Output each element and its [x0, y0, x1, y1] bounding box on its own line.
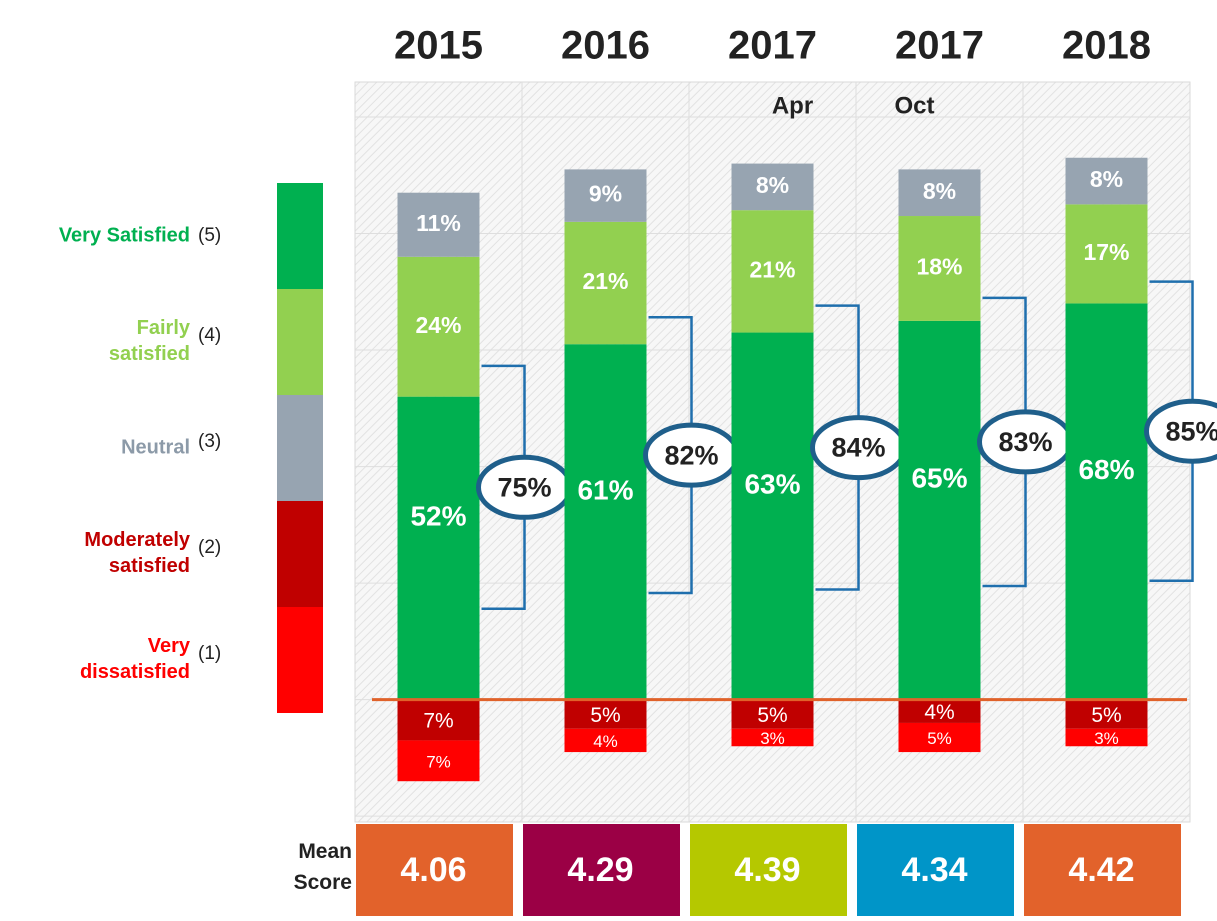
net-label: 83%: [998, 427, 1052, 457]
bar-segment: [898, 169, 981, 217]
net-label: 82%: [664, 440, 718, 470]
value-label: 8%: [923, 178, 956, 204]
bar-segment: [397, 192, 480, 257]
bar-segment: [564, 344, 647, 700]
value-label: 3%: [1094, 729, 1119, 748]
category-label: 2017: [728, 24, 817, 68]
value-label: 17%: [1083, 239, 1129, 265]
value-label: 5%: [757, 704, 787, 727]
bar-segment: [898, 722, 981, 753]
bar-segment: [898, 216, 981, 321]
value-label: 3%: [760, 729, 785, 748]
value-label: 21%: [749, 256, 795, 282]
legend-swatch: [277, 183, 323, 289]
value-label: 9%: [589, 181, 622, 207]
bar-segment: [731, 699, 814, 729]
bar-segment: [397, 396, 480, 700]
category-sublabel: Apr: [772, 92, 813, 119]
bar-segment: [1065, 157, 1148, 205]
value-label: 5%: [590, 704, 620, 727]
value-label: 8%: [1090, 166, 1123, 192]
mean-score-box: [857, 824, 1014, 916]
legend-label: Very Satisfied: [59, 224, 190, 246]
mean-score-label: Mean Score: [294, 840, 352, 894]
value-label: 61%: [577, 474, 633, 505]
category-sublabel: Oct: [894, 92, 934, 119]
net-label: 85%: [1165, 416, 1217, 446]
mean-score-value: 4.42: [1068, 851, 1134, 889]
mean-score-value: 4.29: [567, 851, 633, 889]
value-label: 5%: [927, 729, 952, 748]
bar-segment: [564, 699, 647, 729]
bar-segment: [564, 221, 647, 345]
bar-segment: [731, 728, 814, 747]
bar-segment: [397, 740, 480, 782]
legend-code: (2): [198, 537, 221, 558]
mean-score-box: [1024, 824, 1181, 916]
bar-segment: [731, 163, 814, 211]
value-label: 7%: [426, 752, 451, 771]
legend-swatch: [277, 289, 323, 395]
mean-score-value: 4.39: [734, 851, 800, 889]
bar-segment: [564, 169, 647, 222]
value-label: 63%: [744, 468, 800, 499]
legend-code: (1): [198, 643, 221, 664]
bar-segment: [731, 332, 814, 700]
category-label: 2016: [561, 24, 650, 68]
bar-segment: [898, 699, 981, 723]
value-label: 8%: [756, 172, 789, 198]
value-label: 18%: [916, 254, 962, 280]
legend-label: Moderately satisfied: [84, 529, 190, 577]
value-label: 52%: [410, 501, 466, 532]
category-label: 2017: [895, 24, 984, 68]
bar-segment: [1065, 728, 1148, 747]
mean-score-value: 4.34: [901, 851, 967, 889]
net-label: 75%: [497, 472, 551, 502]
bar-segment: [564, 728, 647, 753]
bar-segment: [731, 210, 814, 333]
value-label: 68%: [1078, 454, 1134, 485]
legend-label: Very dissatisfied: [80, 635, 191, 683]
category-label: 2015: [394, 24, 483, 68]
value-label: 21%: [582, 268, 628, 294]
legend-label: Neutral: [121, 436, 190, 458]
net-label: 84%: [831, 433, 885, 463]
bar-segment: [1065, 303, 1148, 700]
legend-swatch: [277, 607, 323, 713]
mean-score-box: [356, 824, 513, 916]
value-label: 65%: [911, 463, 967, 494]
bar-segment: [1065, 699, 1148, 729]
legend-swatch: [277, 501, 323, 607]
mean-score-value: 4.06: [400, 851, 466, 889]
value-label: 5%: [1091, 704, 1121, 727]
category-label: 2018: [1062, 24, 1151, 68]
value-label: 11%: [416, 210, 461, 236]
legend-code: (5): [198, 225, 221, 246]
value-label: 7%: [423, 710, 453, 733]
legend-code: (3): [198, 431, 221, 452]
value-label: 4%: [924, 701, 954, 724]
bar-segment: [397, 699, 480, 741]
legend-code: (4): [198, 325, 221, 346]
bar-segment: [1065, 204, 1148, 304]
legend-label: Fairly satisfied: [109, 317, 191, 365]
value-label: 4%: [593, 732, 618, 751]
value-label: 24%: [415, 312, 461, 338]
legend-swatch: [277, 395, 323, 501]
bar-segment: [397, 256, 480, 397]
bar-segment: [898, 320, 981, 700]
mean-score-box: [523, 824, 680, 916]
net-badge: [1144, 398, 1217, 464]
mean-score-box: [690, 824, 847, 916]
